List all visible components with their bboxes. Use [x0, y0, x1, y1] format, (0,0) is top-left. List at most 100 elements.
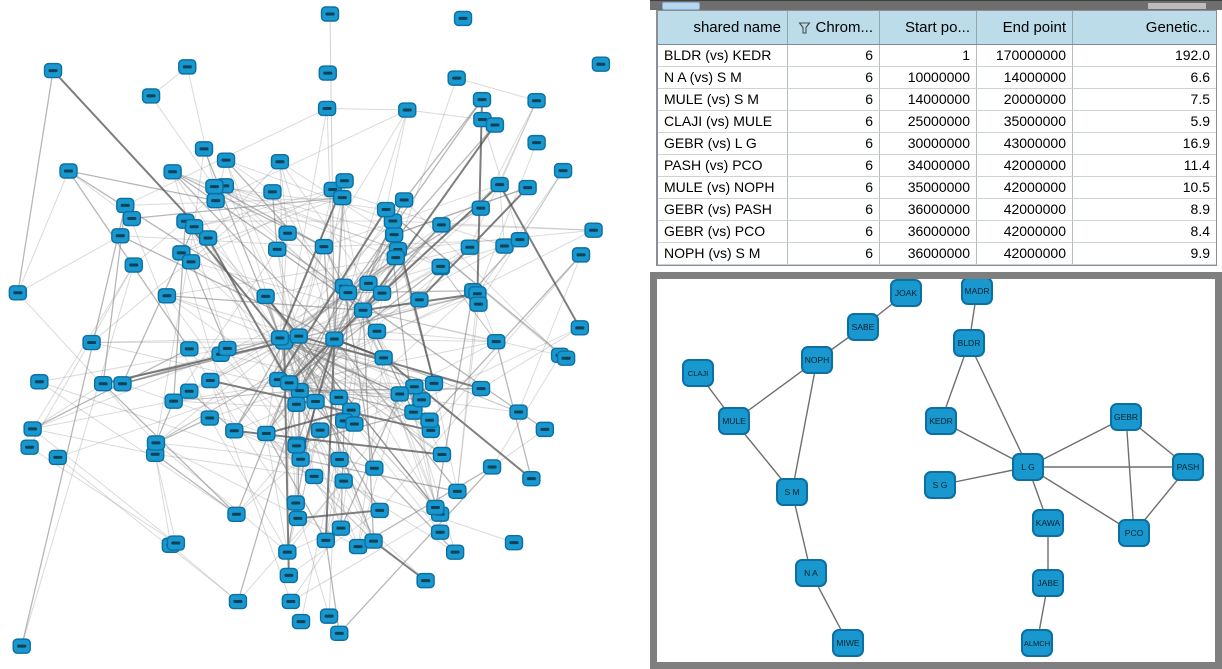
- hairball-node[interactable]: [314, 238, 334, 255]
- network-node[interactable]: JABE: [1032, 569, 1064, 597]
- hairball-node[interactable]: [166, 535, 186, 551]
- network-node[interactable]: MADR: [961, 279, 993, 305]
- network-node[interactable]: BLDR: [953, 329, 985, 357]
- hairball-node[interactable]: [445, 544, 465, 560]
- network-node[interactable]: MULE: [718, 407, 750, 435]
- hairball-node[interactable]: [527, 134, 546, 151]
- hairball-node[interactable]: [201, 372, 220, 389]
- hairball-node[interactable]: [510, 231, 530, 248]
- hairball-node[interactable]: [317, 100, 337, 117]
- hairball-node[interactable]: [522, 470, 541, 487]
- hairball-node[interactable]: [460, 239, 480, 255]
- hairball-node[interactable]: [487, 333, 506, 350]
- hairball-node[interactable]: [384, 226, 404, 243]
- hairball-node[interactable]: [163, 164, 182, 180]
- hairball-node[interactable]: [194, 141, 214, 157]
- subnetwork-canvas[interactable]: JOAK SABE NOPH CLAJI MULE S M N A MIWE MADR BLDR K…: [657, 279, 1215, 662]
- hairball-node[interactable]: [257, 425, 276, 442]
- hairball-node[interactable]: [227, 506, 246, 522]
- hairball-node[interactable]: [181, 254, 201, 270]
- hairball-node[interactable]: [584, 222, 603, 238]
- network-node[interactable]: MIWE: [832, 629, 864, 657]
- hairball-node[interactable]: [394, 192, 414, 208]
- hairball-node[interactable]: [482, 459, 502, 475]
- hairball-node[interactable]: [372, 285, 392, 301]
- hairball-node[interactable]: [535, 421, 555, 438]
- hairball-node[interactable]: [225, 423, 244, 439]
- table-row[interactable]: MULE (vs) NOPH 6 35000000 42000000 10.5: [658, 177, 1216, 199]
- hairball-node[interactable]: [365, 460, 384, 476]
- hairball-node[interactable]: [263, 184, 282, 200]
- hairball-node[interactable]: [353, 302, 373, 318]
- hairball-node[interactable]: [304, 468, 324, 485]
- table-row[interactable]: PASH (vs) PCO 6 34000000 42000000 11.4: [658, 155, 1216, 177]
- hairball-node[interactable]: [59, 163, 78, 179]
- hairball-node[interactable]: [330, 451, 349, 468]
- hairball-node[interactable]: [591, 56, 611, 72]
- hairball-node[interactable]: [279, 375, 299, 391]
- hairball-node[interactable]: [310, 422, 330, 438]
- hairball-node[interactable]: [198, 230, 218, 246]
- hairball-node[interactable]: [485, 117, 505, 133]
- hairball-node[interactable]: [184, 219, 204, 235]
- hairball-node[interactable]: [122, 210, 142, 227]
- hairball-node[interactable]: [164, 393, 183, 409]
- hairball-node[interactable]: [364, 533, 383, 549]
- hairball-node[interactable]: [412, 392, 431, 408]
- main-network-view[interactable]: [0, 0, 650, 669]
- table-row[interactable]: GEBR (vs) L G 6 30000000 43000000 16.9: [658, 133, 1216, 155]
- network-node[interactable]: CLAJI: [682, 359, 714, 387]
- column-header-genetic[interactable]: Genetic...: [1073, 11, 1216, 44]
- hairball-node[interactable]: [8, 285, 28, 301]
- table-row[interactable]: NOPH (vs) S M 6 36000000 42000000 9.9: [658, 243, 1216, 265]
- hairball-node[interactable]: [325, 331, 344, 347]
- network-node[interactable]: ALMCH: [1021, 629, 1053, 657]
- hairball-node[interactable]: [111, 228, 130, 244]
- column-header-start-point[interactable]: Start po...: [880, 11, 977, 44]
- network-node[interactable]: KAWA: [1032, 509, 1064, 537]
- network-node[interactable]: GEBR: [1110, 403, 1142, 431]
- hairball-node[interactable]: [124, 257, 143, 273]
- hairball-node[interactable]: [93, 375, 113, 392]
- network-node[interactable]: L G: [1012, 453, 1044, 481]
- hairball-node[interactable]: [319, 608, 339, 624]
- hairball-node[interactable]: [286, 495, 305, 511]
- hairball-node[interactable]: [267, 241, 287, 258]
- column-header-shared-name[interactable]: shared name: [658, 11, 788, 44]
- hairball-node[interactable]: [218, 340, 237, 357]
- hairball-node[interactable]: [329, 389, 348, 406]
- network-node[interactable]: SABE: [847, 313, 879, 341]
- hairball-node[interactable]: [359, 275, 378, 292]
- hairball-node[interactable]: [333, 189, 352, 206]
- hairball-node[interactable]: [216, 152, 236, 168]
- network-edge[interactable]: [968, 342, 1029, 468]
- network-node[interactable]: KEDR: [925, 407, 957, 435]
- hairball-canvas[interactable]: [0, 0, 650, 669]
- hairball-node[interactable]: [287, 438, 306, 454]
- hairball-node[interactable]: [291, 613, 311, 630]
- hairball-node[interactable]: [30, 374, 49, 390]
- table-row[interactable]: BLDR (vs) KEDR 6 1 170000000 192.0: [658, 45, 1216, 67]
- hairball-node[interactable]: [281, 593, 301, 610]
- network-node[interactable]: JOAK: [890, 279, 922, 307]
- column-header-chromosome[interactable]: Chrom...: [788, 11, 880, 44]
- hairball-node[interactable]: [12, 638, 31, 654]
- table-row[interactable]: MULE (vs) S M 6 14000000 20000000 7.5: [658, 89, 1216, 111]
- hairball-node[interactable]: [570, 320, 590, 336]
- hairball-node[interactable]: [43, 62, 63, 79]
- table-row[interactable]: GEBR (vs) PCO 6 36000000 42000000 8.4: [658, 221, 1216, 243]
- column-header-end-point[interactable]: End point: [977, 11, 1073, 44]
- table-row[interactable]: N A (vs) S M 6 10000000 14000000 6.6: [658, 67, 1216, 89]
- hairball-node[interactable]: [20, 439, 39, 455]
- network-edge[interactable]: [791, 359, 818, 493]
- hairball-node[interactable]: [471, 200, 490, 216]
- hairball-node[interactable]: [527, 93, 546, 109]
- hairball-node[interactable]: [367, 323, 387, 339]
- hairball-node[interactable]: [278, 225, 297, 241]
- table-row[interactable]: GEBR (vs) PASH 6 36000000 42000000 8.9: [658, 199, 1216, 221]
- hairball-node[interactable]: [116, 197, 135, 214]
- hairball-node[interactable]: [348, 538, 368, 555]
- hairball-node[interactable]: [430, 524, 450, 540]
- hairball-node[interactable]: [335, 173, 354, 189]
- hairball-node[interactable]: [318, 65, 337, 81]
